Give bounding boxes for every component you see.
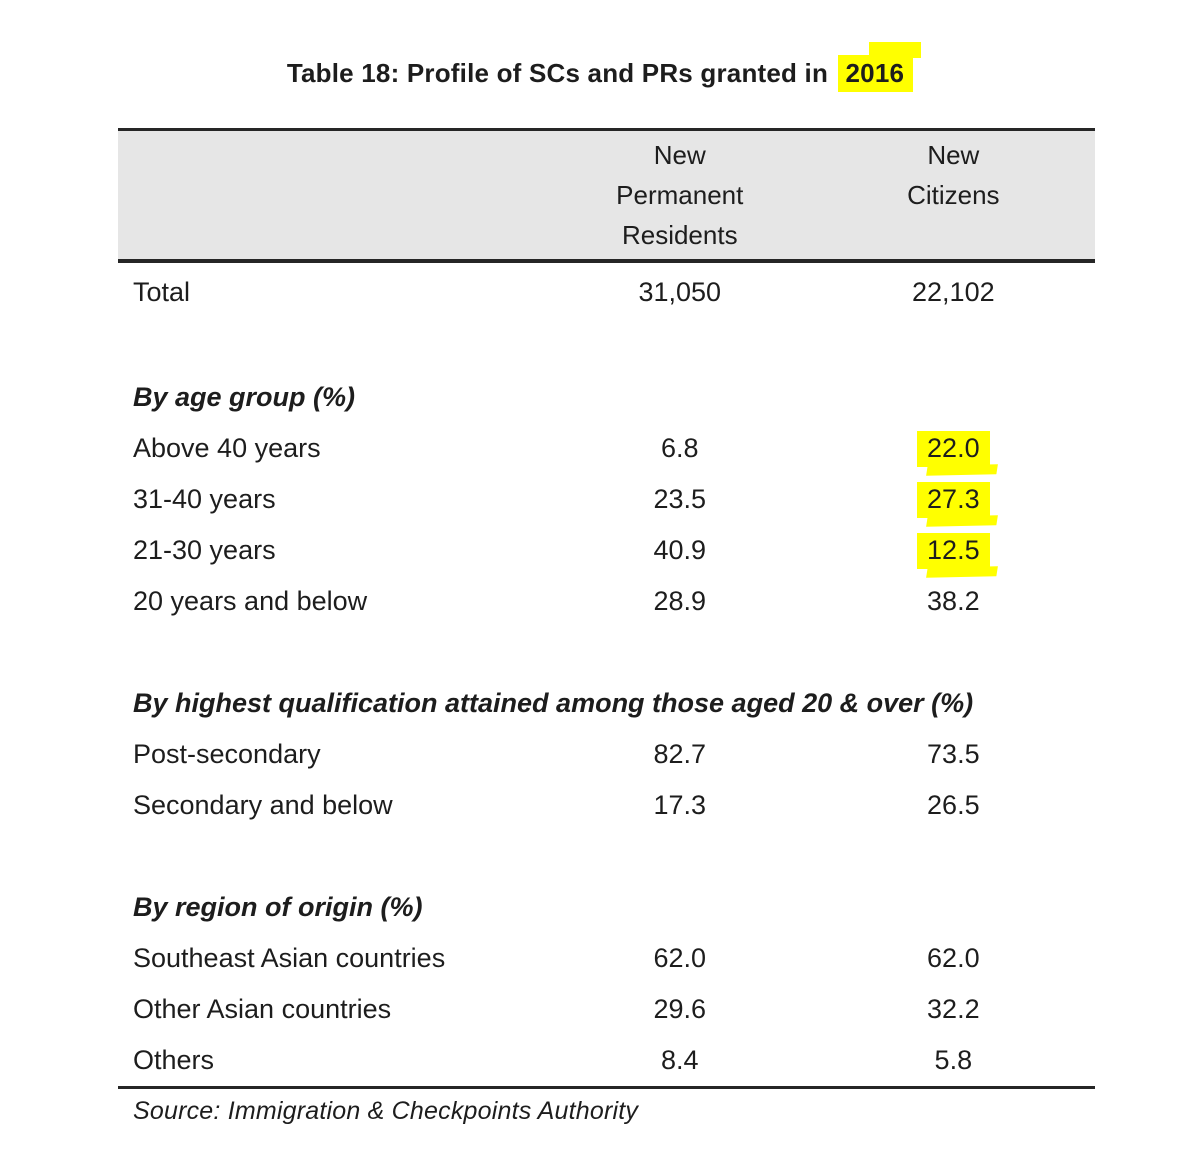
table-row-post-secondary: Post-secondary 82.7 73.5 bbox=[118, 729, 1095, 780]
table-row-other-asian: Other Asian countries 29.6 32.2 bbox=[118, 984, 1095, 1035]
pr-value: 40.9 bbox=[653, 535, 707, 565]
row-label: Southeast Asian countries bbox=[133, 943, 446, 973]
table-row-secondary-and-below: Secondary and below 17.3 26.5 bbox=[118, 780, 1095, 831]
pr-value: 17.3 bbox=[653, 790, 707, 820]
highlight-mark: 27.3 bbox=[917, 481, 990, 518]
nc-value: 73.5 bbox=[927, 739, 980, 769]
pr-value: 8.4 bbox=[660, 1045, 699, 1075]
table-row-21-30: 21-30 years 40.9 12.5 bbox=[118, 525, 1095, 576]
row-label: 21-30 years bbox=[133, 535, 276, 565]
source-note: Source: Immigration & Checkpoints Author… bbox=[133, 1097, 639, 1125]
title-year: 2016 bbox=[845, 58, 905, 88]
table-header-row: New Permanent Residents New Citizens bbox=[118, 128, 1095, 263]
row-label: Post-secondary bbox=[133, 739, 321, 769]
pr-value: 62.0 bbox=[653, 943, 707, 973]
nc-value-highlighted: 22.0 bbox=[812, 430, 1095, 467]
section-header-qualification: By highest qualification attained among … bbox=[133, 688, 974, 718]
row-label: 31-40 years bbox=[133, 484, 276, 514]
pr-value: 28.9 bbox=[653, 586, 707, 616]
table-row-total: Total 31,050 22,102 bbox=[118, 263, 1095, 321]
table-row-31-40: 31-40 years 23.5 27.3 bbox=[118, 474, 1095, 525]
table-row-above-40: Above 40 years 6.8 22.0 bbox=[118, 423, 1095, 474]
header-new-permanent-residents: New Permanent Residents bbox=[616, 140, 744, 250]
title-year-highlight: 2016 bbox=[837, 42, 921, 92]
header-empty-cell bbox=[118, 135, 548, 255]
row-label: Others bbox=[133, 1045, 215, 1075]
table-title: Table 18: Profile of SCs and PRs granted… bbox=[0, 42, 1200, 92]
row-label: 20 years and below bbox=[133, 586, 368, 616]
row-label: Secondary and below bbox=[133, 790, 393, 820]
header-new-citizens: New Citizens bbox=[907, 140, 1000, 210]
row-label: Other Asian countries bbox=[133, 994, 392, 1024]
pr-value: 82.7 bbox=[653, 739, 707, 769]
nc-value: 5.8 bbox=[934, 1045, 973, 1075]
table-row-20-and-below: 20 years and below 28.9 38.2 bbox=[118, 576, 1095, 627]
row-label: Above 40 years bbox=[133, 433, 321, 463]
section-header-region-of-origin: By region of origin (%) bbox=[133, 892, 423, 922]
highlight-mark: 12.5 bbox=[917, 532, 990, 569]
nc-value: 62.0 bbox=[927, 943, 980, 973]
row-label: Total bbox=[133, 276, 191, 307]
nc-value: 22,102 bbox=[912, 276, 995, 307]
pr-value: 23.5 bbox=[653, 484, 707, 514]
highlight-mark: 22.0 bbox=[917, 430, 990, 467]
table-row-southeast-asian: Southeast Asian countries 62.0 62.0 bbox=[118, 933, 1095, 984]
nc-value-highlighted: 27.3 bbox=[812, 481, 1095, 518]
nc-value: 32.2 bbox=[927, 994, 980, 1024]
table-title-text: Table 18: Profile of SCs and PRs granted… bbox=[286, 58, 829, 88]
profile-table: New Permanent Residents New Citizens Tot… bbox=[118, 128, 1095, 1089]
nc-value: 38.2 bbox=[927, 586, 980, 616]
nc-value-highlighted: 12.5 bbox=[812, 532, 1095, 569]
table-row-others: Others 8.4 5.8 bbox=[118, 1035, 1095, 1086]
pr-value: 6.8 bbox=[660, 433, 699, 463]
section-header-age-group: By age group (%) bbox=[133, 382, 356, 412]
pr-value: 29.6 bbox=[653, 994, 707, 1024]
pr-value: 31,050 bbox=[638, 276, 722, 307]
nc-value: 26.5 bbox=[927, 790, 980, 820]
